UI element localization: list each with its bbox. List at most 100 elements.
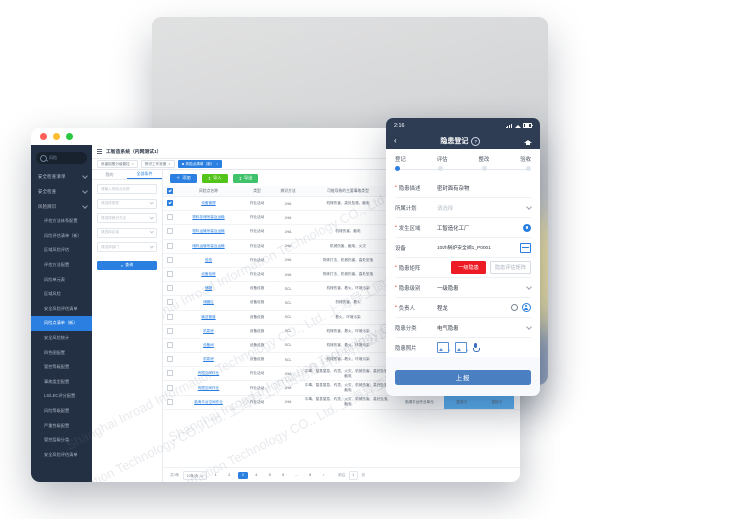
sidebar-item-1[interactable]: 风险评估清单（新）: [31, 229, 92, 244]
sidebar-group-1[interactable]: 安全检查: [31, 184, 92, 199]
checkbox-icon[interactable]: [167, 313, 174, 320]
row-name-link[interactable]: 有限空间作业: [197, 385, 220, 390]
row-name-cell[interactable]: 储罐区: [177, 295, 240, 311]
filter-select-dept[interactable]: 请选择部门: [97, 242, 157, 252]
checkbox-icon[interactable]: [167, 256, 174, 263]
scan-qr-icon[interactable]: [520, 242, 531, 253]
sidebar-item-13[interactable]: 风险等级配置: [31, 404, 92, 419]
page-size-select[interactable]: 10条/页: [182, 470, 208, 480]
field-value[interactable]: 请选择: [437, 205, 454, 212]
field-value[interactable]: 程龙: [437, 305, 448, 312]
sidebar-item-12[interactable]: LS/LEC评分配置: [31, 389, 92, 404]
sidebar-group-2[interactable]: 风险辨识: [31, 199, 92, 214]
field-area[interactable]: • 发生区域 工智造化工厂: [395, 218, 531, 238]
row-checkbox-cell[interactable]: [163, 380, 178, 396]
filter-input-name[interactable]: 请输入风险点名称: [97, 184, 157, 194]
import-button[interactable]: ↥ 导入: [201, 173, 228, 183]
row-checkbox-cell[interactable]: [163, 310, 178, 325]
row-name-link[interactable]: 巡检: [204, 257, 213, 262]
row-checkbox-cell[interactable]: [163, 395, 178, 410]
submit-button[interactable]: 上报: [395, 370, 531, 385]
field-value[interactable]: 密封面有杂物: [437, 185, 470, 192]
checkbox-icon[interactable]: [167, 341, 174, 348]
row-checkbox-cell[interactable]: [163, 295, 178, 311]
row-name-cell[interactable]: 巡检: [177, 253, 240, 268]
search-button[interactable]: ⌕ 查询: [97, 261, 157, 270]
field-matrix[interactable]: • 隐患矩阵 一级隐患 隐患评估矩阵: [395, 258, 531, 278]
add-button[interactable]: ＋ 添加: [170, 173, 197, 183]
tab-1[interactable]: 辨识工作准备 ×: [140, 159, 175, 169]
sidebar-item-15[interactable]: 管控层级分类: [31, 433, 92, 448]
step-label-0[interactable]: 登记: [395, 157, 406, 163]
row-name-cell[interactable]: 机泵房: [177, 352, 240, 368]
checkbox-icon[interactable]: [167, 285, 174, 292]
step-label-3[interactable]: 验收: [520, 157, 531, 163]
row-name-link[interactable]: 储料运输吊装及运输: [192, 243, 225, 248]
checkbox-icon[interactable]: [167, 327, 174, 334]
table-row[interactable]: 临海平台空间作业 作业活动 JHA 中毒、窒息窒息、灼烫、火灾、机械伤害、高处坠落、触…: [163, 395, 520, 410]
row-name-cell[interactable]: 机泵房: [177, 324, 240, 339]
sidebar-item-4[interactable]: 风险单元表: [31, 272, 92, 287]
filter-select-type[interactable]: 请选择类型: [97, 198, 157, 209]
help-icon[interactable]: ?: [471, 136, 481, 146]
gear-icon[interactable]: [511, 304, 518, 311]
field-desc[interactable]: • 隐患描述 密封面有杂物: [395, 178, 531, 198]
field-value[interactable]: 10t/h锅炉安全阀1_P0001: [437, 246, 491, 251]
col-type[interactable]: 类型: [239, 186, 275, 197]
step-label-1[interactable]: 评估: [436, 157, 448, 163]
checkbox-icon[interactable]: [167, 398, 174, 405]
add-audio-icon[interactable]: [473, 343, 480, 352]
sidebar-item-3[interactable]: 评估方法配置: [31, 258, 92, 273]
page-8[interactable]: 8: [309, 473, 312, 477]
col-name[interactable]: 风险点名称: [177, 186, 240, 197]
checkbox-icon[interactable]: [167, 356, 174, 363]
filter-tab-mine[interactable]: 我的: [92, 170, 127, 179]
row-name-link[interactable]: 机泵房: [203, 357, 214, 362]
goto-input[interactable]: 1: [348, 470, 358, 480]
sidebar-item-11[interactable]: 事故类型配置: [31, 375, 92, 390]
field-value[interactable]: 工智造化工厂: [437, 225, 470, 232]
add-video-icon[interactable]: +: [455, 342, 469, 353]
checkbox-icon[interactable]: [167, 242, 174, 249]
person-picker-icon[interactable]: [522, 303, 531, 312]
hazard-level-tag[interactable]: 一级隐患: [451, 261, 486, 274]
row-name-cell[interactable]: 储料运输吊装及运输: [177, 239, 240, 254]
back-icon[interactable]: ‹: [394, 136, 397, 145]
row-name-cell[interactable]: 输送管道: [177, 310, 240, 325]
sidebar-group-0[interactable]: 安全检查清单: [31, 169, 92, 184]
checkbox-icon[interactable]: [167, 271, 174, 278]
next-page-icon[interactable]: ›: [323, 473, 325, 477]
zoom-icon[interactable]: [66, 133, 73, 140]
row-name-cell[interactable]: 物料运输吊装及运输: [177, 224, 240, 240]
row-name-link[interactable]: 储罐区: [203, 300, 214, 305]
sidebar-item-9[interactable]: 四色图配置: [31, 345, 92, 360]
page-6[interactable]: 6: [282, 473, 285, 477]
field-plan[interactable]: 所属计划 请选择: [395, 198, 532, 218]
row-name-cell[interactable]: 设备检修: [177, 267, 240, 283]
filter-tab-all[interactable]: 全部条件: [127, 170, 162, 179]
page-1[interactable]: 1: [214, 473, 217, 477]
tab-0[interactable]: 危害因素分级管控 ×: [97, 159, 138, 169]
close-icon[interactable]: ×: [216, 162, 219, 166]
select-all-header[interactable]: [163, 186, 178, 197]
page-4[interactable]: 4: [255, 473, 258, 477]
row-name-link[interactable]: 设备间: [203, 342, 214, 347]
sidebar-search[interactable]: 风险: [36, 152, 87, 164]
field-value[interactable]: 一级隐患: [437, 285, 459, 292]
page-5[interactable]: 5: [268, 473, 271, 477]
checkbox-icon[interactable]: [167, 370, 174, 377]
filter-select-method[interactable]: 请选择辨识方法: [97, 213, 157, 223]
sidebar-item-0[interactable]: 评估方法体系配置: [31, 214, 92, 229]
col-method[interactable]: 辨识方法: [274, 186, 302, 197]
row-checkbox-cell[interactable]: [163, 196, 178, 212]
row-name-link[interactable]: 输送管道: [201, 314, 216, 319]
close-icon[interactable]: ×: [168, 162, 171, 166]
matrix-button[interactable]: 隐患评估矩阵: [489, 260, 531, 275]
step-label-2[interactable]: 整改: [478, 157, 490, 163]
row-checkbox-cell[interactable]: [163, 210, 178, 226]
row-name-cell[interactable]: 物料存储吊装及运输: [177, 210, 240, 226]
row-checkbox-cell[interactable]: [163, 281, 178, 297]
sidebar-item-5[interactable]: 区域风险: [31, 287, 92, 302]
field-value[interactable]: 电气隐患: [437, 325, 459, 332]
home-icon[interactable]: [523, 137, 532, 145]
